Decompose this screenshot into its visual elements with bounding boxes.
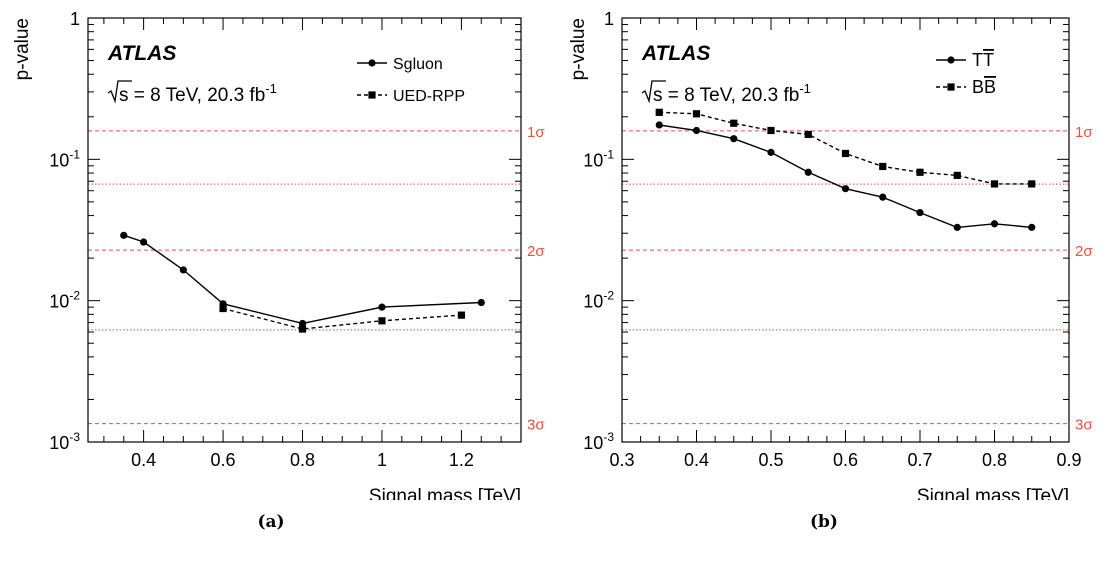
x-tick-label: 0.9 xyxy=(1056,450,1081,470)
caption-a: (a) xyxy=(257,512,285,532)
legend-marker xyxy=(947,56,955,64)
x-tick-label: 0.6 xyxy=(211,450,236,470)
sigma-label: 3σ xyxy=(1075,417,1093,434)
data-point xyxy=(692,126,701,135)
sqrt-sign xyxy=(107,80,132,104)
legend-marker xyxy=(368,91,376,99)
data-point xyxy=(140,238,148,246)
data-point xyxy=(953,171,961,179)
data-point xyxy=(916,168,924,176)
chart-a: 1σ 2σ 3σ 0.4 0.6 0.8 1 1.2 1 10-1 10-2 10-3 Signal m… xyxy=(12,9,545,500)
data-point xyxy=(457,311,466,319)
experiment-label: ATLAS xyxy=(107,42,176,65)
data-point xyxy=(767,126,775,135)
data-point xyxy=(730,119,738,127)
data-point xyxy=(378,303,386,311)
data-point xyxy=(179,266,187,274)
sigma-label: 1σ xyxy=(527,124,545,141)
legend-marker xyxy=(947,83,955,91)
data-point xyxy=(990,220,999,228)
chart-b: 1σ 2σ 3σ 0.3 0.4 0.5 0.6 0.7 0.8 0.9 1 10-1 10-2 10-3… xyxy=(568,9,1093,500)
x-tick-label: 0.4 xyxy=(131,450,156,470)
legend-label: Sgluon xyxy=(393,56,443,73)
x-axis-label: Signal mass [TeV] xyxy=(369,486,521,500)
caption-b: (b) xyxy=(810,512,838,532)
plot-frame xyxy=(621,17,1070,443)
data-point xyxy=(298,319,307,328)
data-point xyxy=(804,168,812,176)
series-line xyxy=(659,124,1032,229)
energy-label: s = 8 TeV, 20.3 fb-1 xyxy=(119,81,277,106)
sigma-label: 3σ xyxy=(527,417,545,434)
data-point xyxy=(120,231,128,239)
sigma-label: 2σ xyxy=(1075,243,1093,260)
figure-a: 1σ 2σ 3σ 0.4 0.6 0.8 1 1.2 1 10-1 10-2 10-3 Signal m… xyxy=(12,9,545,532)
legend-label: TT xyxy=(972,50,994,70)
x-tick-label: 0.7 xyxy=(907,450,932,470)
figure-b: 1σ 2σ 3σ 0.3 0.4 0.5 0.6 0.7 0.8 0.9 1 10-1 10-2 10-3… xyxy=(560,0,1120,562)
x-tick-label: 0.8 xyxy=(290,450,315,470)
data-point xyxy=(879,193,887,201)
sigma-label: 1σ xyxy=(1075,124,1093,141)
data-point xyxy=(1028,180,1036,188)
legend-marker xyxy=(368,59,376,67)
x-tick-label: 0.4 xyxy=(684,450,709,470)
data-point xyxy=(378,317,386,325)
x-tick-label: 0.6 xyxy=(833,450,858,470)
data-point xyxy=(298,325,307,333)
data-point xyxy=(879,162,887,171)
series-line xyxy=(222,307,462,330)
data-point xyxy=(655,108,663,116)
y-tick-label: 10-1 xyxy=(583,147,614,170)
legend-label: BB xyxy=(972,77,996,97)
x-tick-label: 0.8 xyxy=(982,450,1007,470)
x-tick-label: 1 xyxy=(377,450,387,470)
energy-label: s = 8 TeV, 20.3 fb-1 xyxy=(653,81,811,106)
y-tick-label: 1 xyxy=(604,9,614,29)
plot-frame xyxy=(87,17,522,443)
series-line xyxy=(659,111,1032,185)
y-tick-label: 10-3 xyxy=(583,430,614,453)
x-tick-label: 0.5 xyxy=(758,450,783,470)
data-point xyxy=(1028,223,1036,231)
data-point xyxy=(953,223,961,231)
x-tick-label: 1.2 xyxy=(449,450,474,470)
x-axis-label: Signal mass [TeV] xyxy=(917,486,1069,500)
y-axis-label: p-value xyxy=(568,18,589,80)
y-tick-label: 10-1 xyxy=(49,147,80,170)
y-axis-label: p-value xyxy=(12,18,33,80)
data-point xyxy=(990,180,999,188)
data-point xyxy=(916,208,924,217)
y-tick-label: 10-2 xyxy=(583,289,614,312)
data-point xyxy=(804,130,812,139)
y-tick-label: 10-3 xyxy=(49,430,80,453)
experiment-label: ATLAS xyxy=(641,42,710,65)
data-point xyxy=(841,185,850,193)
y-tick-label: 1 xyxy=(70,9,80,29)
data-point xyxy=(655,121,663,129)
data-point xyxy=(477,298,485,307)
x-tick-label: 0.3 xyxy=(609,450,634,470)
data-point xyxy=(219,304,227,313)
data-point xyxy=(730,135,738,143)
y-tick-label: 10-2 xyxy=(49,289,80,312)
series-line xyxy=(123,234,482,325)
data-point xyxy=(767,148,775,156)
sigma-label: 2σ xyxy=(527,243,545,260)
legend-label: UED-RPP xyxy=(393,88,465,105)
sqrt-sign xyxy=(641,80,666,104)
data-point xyxy=(692,110,701,118)
data-point xyxy=(841,149,850,158)
